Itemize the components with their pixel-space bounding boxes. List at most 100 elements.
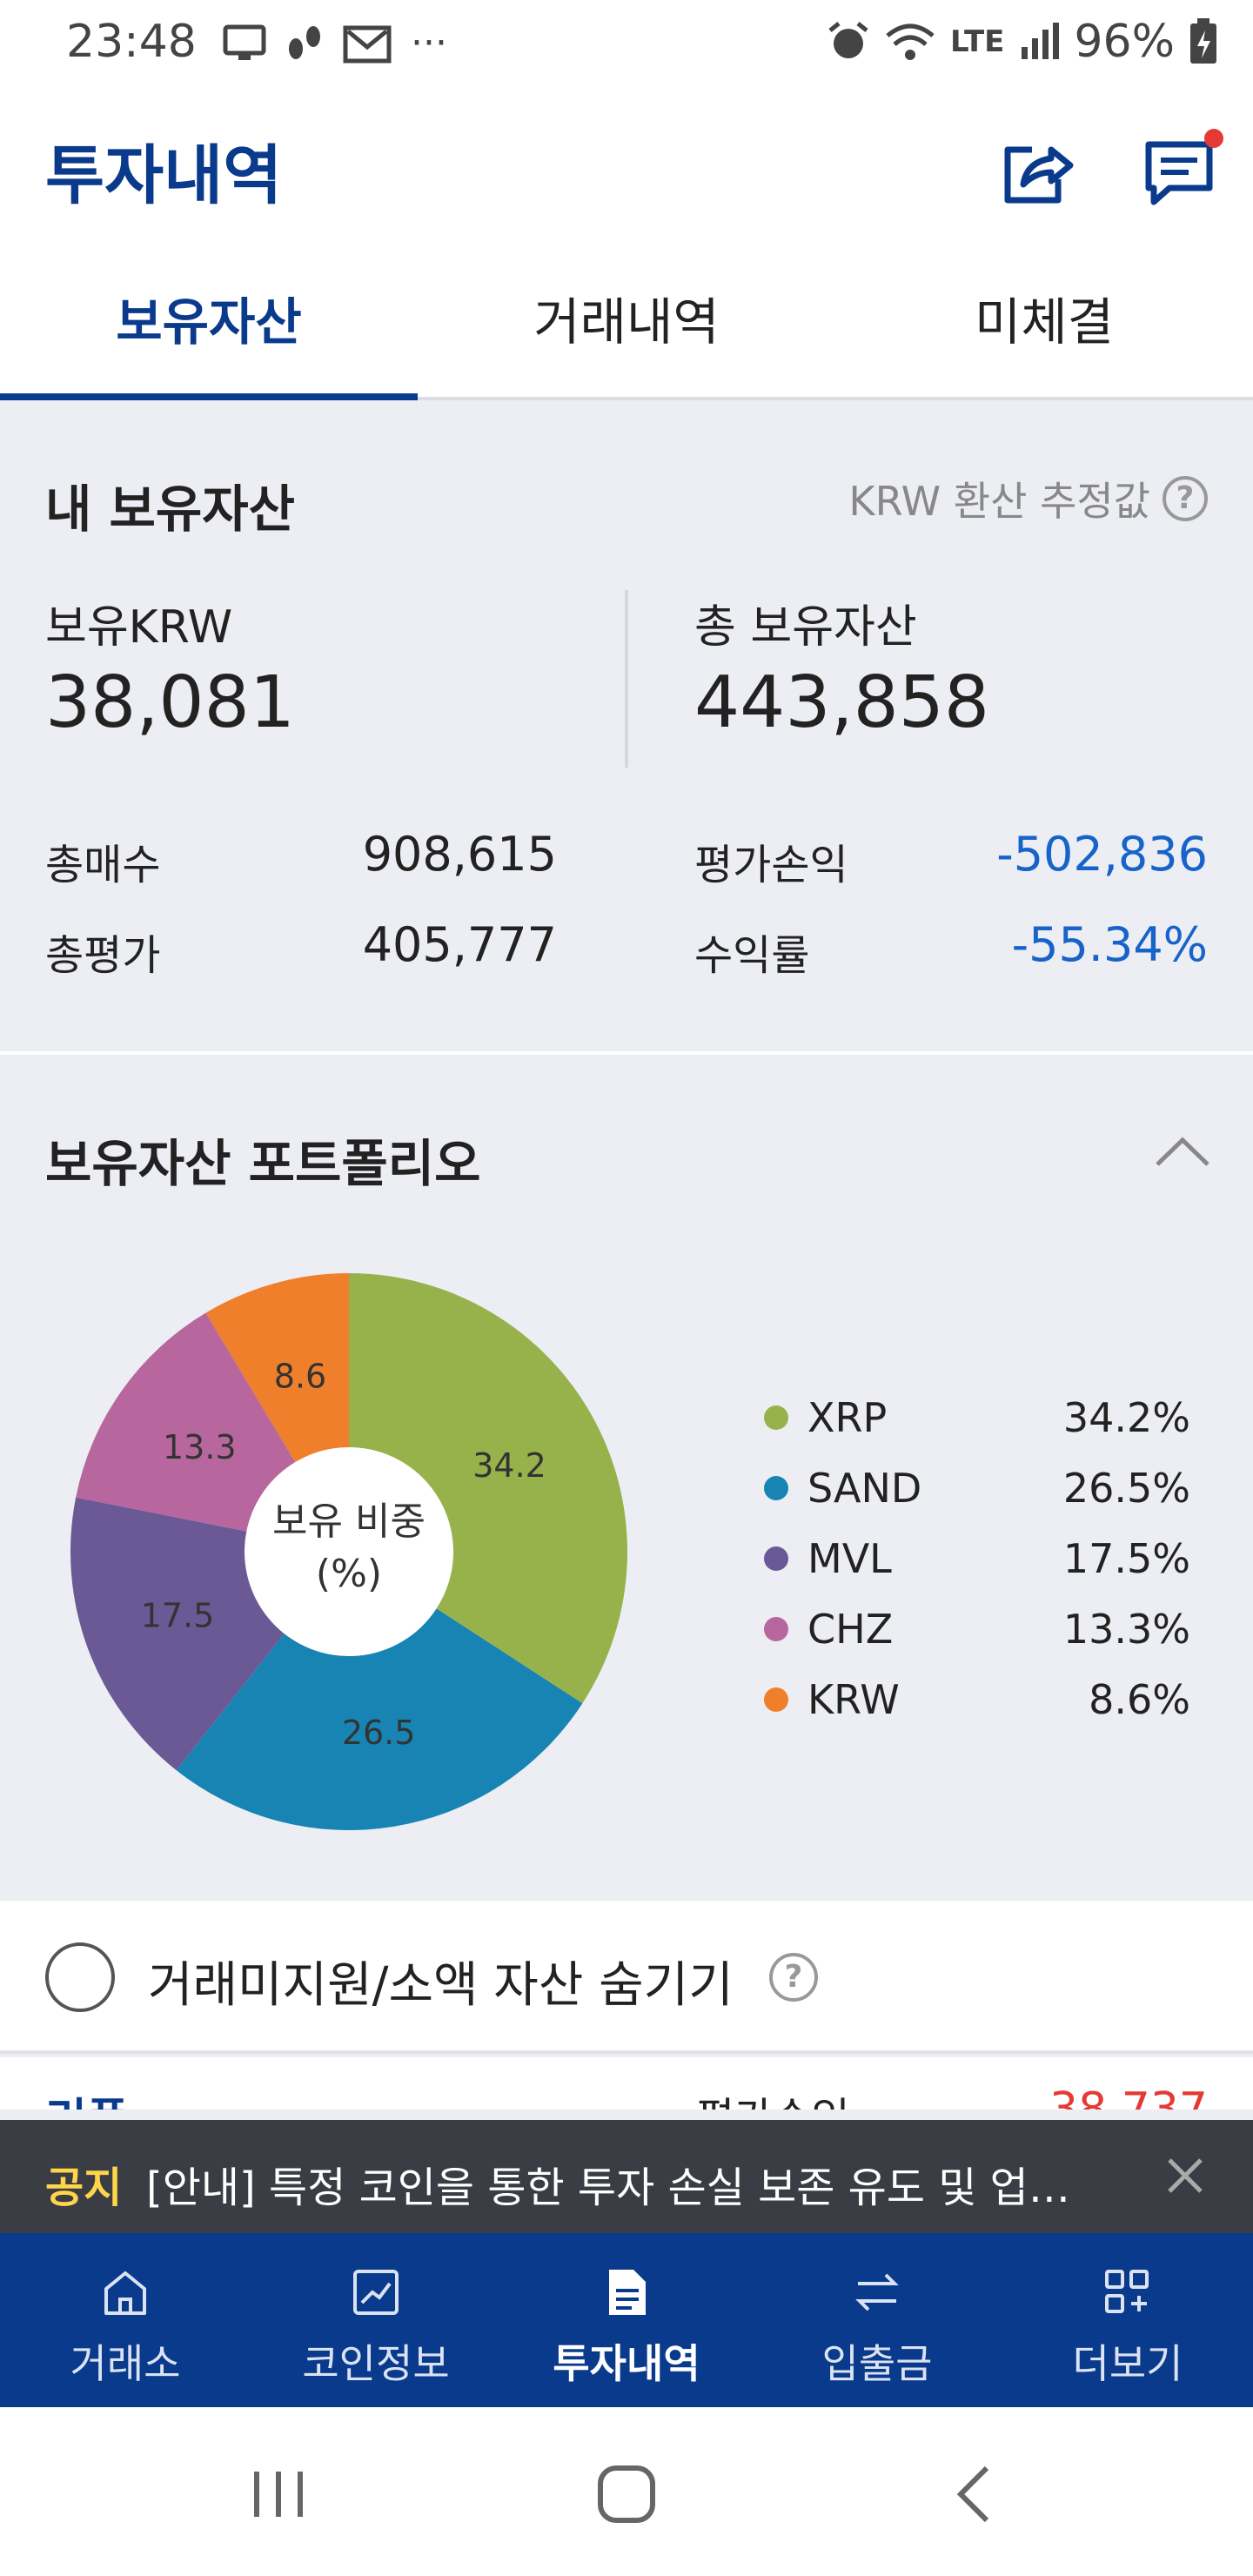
legend-value: 17.5%	[1062, 1534, 1190, 1582]
legend-dot	[764, 1616, 788, 1641]
legend-item-chz: CHZ 13.3%	[764, 1593, 1190, 1664]
pie-label-chz: 13.3	[163, 1428, 237, 1466]
total-assets-label: 총 보유자산	[694, 601, 917, 654]
more-icon	[1105, 2270, 1149, 2313]
system-navigation	[0, 2407, 1253, 2576]
tab-bar: 보유자산 거래내역 미체결	[0, 252, 1253, 400]
legend-dot	[764, 1687, 788, 1712]
more-dots-icon: ···	[411, 21, 447, 65]
legend-label: SAND	[807, 1464, 922, 1512]
portfolio-title: 보유자산 포트폴리오	[45, 1134, 481, 1193]
battery-level: 96%	[1074, 16, 1175, 68]
home-button[interactable]	[592, 2459, 661, 2529]
wifi-icon	[886, 23, 935, 60]
legend-item-mvl: MVL 17.5%	[764, 1523, 1190, 1593]
pnl-value: -502,836	[996, 827, 1208, 882]
tab-trade-history[interactable]: 거래내역	[533, 292, 720, 352]
transfer-icon	[855, 2273, 899, 2311]
nav-investments-label: 투자내역	[553, 2340, 700, 2387]
nav-deposit-withdraw[interactable]: 입출금	[752, 2233, 1002, 2407]
pnl-label: 평가손익	[694, 841, 848, 889]
home-icon	[104, 2271, 146, 2315]
nav-coin-info[interactable]: 코인정보	[251, 2233, 501, 2407]
legend-value: 34.2%	[1062, 1393, 1190, 1441]
network-type: LTE	[949, 24, 1005, 59]
legend-label: MVL	[807, 1534, 892, 1582]
donut-center-unit: (%)	[316, 1552, 382, 1596]
footsteps-icon	[289, 26, 320, 59]
collapse-button[interactable]	[1152, 1130, 1213, 1173]
total-eval-label: 총평가	[45, 931, 161, 980]
holdings-section: 내 보유자산 KRW 환산 추정값 ? 보유KRW 38,081 총 보유자산 …	[0, 400, 1253, 1051]
nav-coin-info-label: 코인정보	[302, 2340, 450, 2387]
krw-balance-value: 38,081	[45, 661, 295, 744]
asset-pnl-label-peek: 평가손익	[696, 2083, 850, 2110]
hide-small-assets-label: 거래미지원/소액 자산 숨기기	[148, 1957, 734, 2014]
portfolio-pie-chart: 보유 비중 (%) 34.2 26.5 17.5 13.3 8.6	[70, 1273, 628, 1830]
status-time: 23:48	[66, 16, 197, 68]
document-icon	[609, 2270, 646, 2315]
notice-text[interactable]: [안내] 특정 코인을 통한 투자 손실 보존 유도 및 업비트...	[146, 2163, 1095, 2212]
legend-item-xrp: XRP 34.2%	[764, 1382, 1190, 1452]
alarm-icon	[828, 22, 868, 58]
tab-holdings[interactable]: 보유자산	[0, 252, 418, 400]
legend-value: 26.5%	[1062, 1464, 1190, 1512]
battery-icon	[1190, 18, 1216, 64]
pie-label-krw: 8.6	[274, 1358, 326, 1396]
signal-icon	[1022, 23, 1060, 59]
back-icon	[956, 2465, 989, 2523]
status-icons-left: ···	[223, 19, 447, 68]
pie-label-sand: 26.5	[342, 1714, 416, 1752]
cast-icon	[223, 24, 266, 60]
legend-label: CHZ	[807, 1605, 894, 1653]
share-button[interactable]	[997, 132, 1075, 211]
notice-bar[interactable]: 공지 [안내] 특정 코인을 통한 투자 손실 보존 유도 및 업비트...	[0, 2120, 1253, 2233]
legend-dot	[764, 1405, 788, 1430]
recent-apps-button[interactable]	[244, 2459, 313, 2529]
pie-slice-sand	[176, 1552, 583, 1830]
legend-value: 8.6%	[1089, 1675, 1190, 1723]
hide-help-icon[interactable]: ?	[769, 1953, 818, 2002]
hide-small-assets-radio[interactable]	[45, 1942, 115, 2012]
chat-icon	[1145, 141, 1213, 205]
app-header: 투자내역	[0, 87, 1253, 252]
status-icons-right: LTE 96%	[827, 16, 1218, 68]
nav-more[interactable]: 더보기	[1002, 2233, 1253, 2407]
pie-label-xrp: 34.2	[472, 1446, 546, 1485]
nav-exchange[interactable]: 거래소	[0, 2233, 251, 2407]
asset-pnl-value-peek: -38,737	[1033, 2083, 1208, 2110]
help-icon[interactable]: ?	[1163, 476, 1208, 521]
krw-estimate-note[interactable]: KRW 환산 추정값 ?	[848, 470, 1208, 527]
hide-small-assets-row[interactable]: 거래미지원/소액 자산 숨기기 ?	[0, 1901, 1253, 2054]
chat-button[interactable]	[1140, 129, 1223, 211]
notice-close-button[interactable]	[1161, 2151, 1209, 2200]
chart-legend: XRP 34.2% SAND 26.5% MVL 17.5% CHZ 13.3% KRW 8.6%	[764, 1382, 1190, 1734]
legend-dot	[764, 1475, 788, 1500]
legend-item-krw: KRW 8.6%	[764, 1664, 1190, 1734]
back-button[interactable]	[940, 2459, 1009, 2529]
home-circle-icon	[598, 2465, 655, 2523]
bottom-navigation: 거래소 코인정보 투자내역 입출금 더보기	[0, 2233, 1253, 2407]
legend-dot	[764, 1546, 788, 1571]
holdings-title: 내 보유자산	[45, 480, 295, 539]
total-buy-label: 총매수	[45, 841, 161, 889]
recent-apps-icon	[254, 2472, 303, 2517]
notice-tag: 공지	[45, 2163, 123, 2212]
asset-name-peek: 리플	[45, 2083, 129, 2110]
legend-value: 13.3%	[1062, 1605, 1190, 1653]
share-icon	[1004, 146, 1074, 204]
nav-deposit-withdraw-label: 입출금	[821, 2340, 933, 2387]
nav-investments[interactable]: 투자내역	[501, 2233, 752, 2407]
nav-exchange-label: 거래소	[70, 2340, 181, 2387]
return-rate-value: -55.34%	[1011, 917, 1208, 972]
close-icon	[1168, 2158, 1203, 2193]
donut-hole	[245, 1447, 453, 1656]
tab-open-orders[interactable]: 미체결	[974, 292, 1115, 352]
section-divider	[0, 1051, 1253, 1055]
return-rate-label: 수익률	[694, 931, 810, 980]
page-title: 투자내역	[45, 138, 283, 213]
krw-balance-label: 보유KRW	[45, 601, 233, 654]
notification-dot	[1204, 129, 1223, 148]
total-buy-value: 908,615	[362, 827, 557, 882]
mail-icon	[343, 25, 392, 64]
